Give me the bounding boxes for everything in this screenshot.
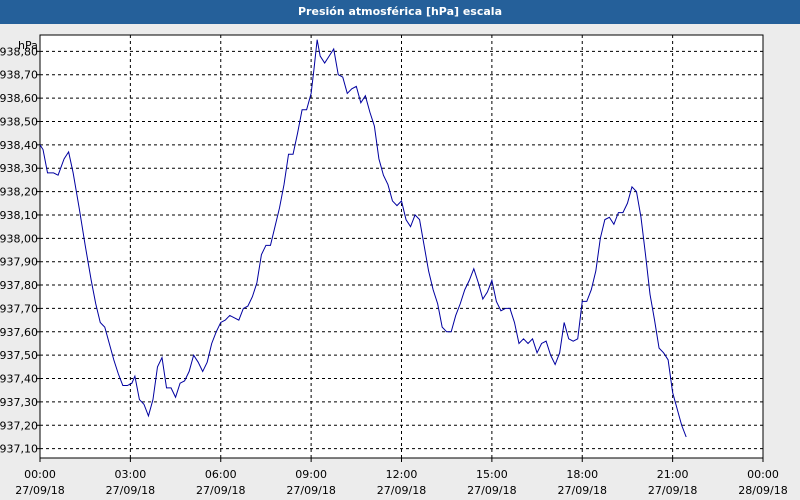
x-tick-date-label: 27/09/18 (648, 484, 697, 497)
y-tick-label: 937,40 (0, 373, 38, 386)
y-tick-label: 938,00 (0, 232, 38, 245)
x-tick-date-label: 27/09/18 (196, 484, 245, 497)
y-tick-label: 937,30 (0, 396, 38, 409)
y-tick-label: 937,90 (0, 256, 38, 269)
x-tick-time-label: 00:00 (747, 468, 779, 481)
x-tick-time-label: 06:00 (205, 468, 237, 481)
y-unit-label: hPa (18, 39, 38, 52)
x-tick-time-label: 18:00 (566, 468, 598, 481)
y-tick-label: 938,50 (0, 115, 38, 128)
series-line-pressure (39, 39, 687, 438)
x-tick-time-label: 12:00 (386, 468, 418, 481)
x-tick-time-label: 15:00 (476, 468, 508, 481)
y-tick-label: 938,20 (0, 186, 38, 199)
series-layer (39, 39, 687, 438)
y-tick-label: 938,60 (0, 92, 38, 105)
x-tick-date-label: 27/09/18 (377, 484, 426, 497)
x-tick-date-label: 27/09/18 (467, 484, 516, 497)
y-tick-label: 938,30 (0, 162, 38, 175)
x-tick-time-label: 09:00 (295, 468, 327, 481)
y-tick-label: 937,50 (0, 349, 38, 362)
x-tick-date-label: 28/09/18 (738, 484, 787, 497)
y-tick-label: 938,10 (0, 209, 38, 222)
y-tick-label: 937,20 (0, 419, 38, 432)
x-tick-time-label: 03:00 (115, 468, 147, 481)
axis-labels: hPa 937,10 937,20 937,30 937,40 937,50 937,60 9… (0, 39, 788, 497)
grid-lines (40, 35, 763, 458)
y-tick-label: 937,60 (0, 326, 38, 339)
y-tick-label: 937,10 (0, 443, 38, 456)
x-tick-time-label: 00:00 (24, 468, 56, 481)
y-tick-label: 937,70 (0, 302, 38, 315)
y-tick-label: 938,40 (0, 139, 38, 152)
chart-title-bar: Presión atmosférica [hPa] escala (0, 0, 800, 24)
y-tick-label: 937,80 (0, 279, 38, 292)
y-tick-label: 938,80 (0, 45, 38, 58)
x-tick-time-label: 21:00 (657, 468, 689, 481)
x-tick-date-label: 27/09/18 (286, 484, 335, 497)
x-tick-date-label: 27/09/18 (106, 484, 155, 497)
x-tick-date-label: 27/09/18 (15, 484, 64, 497)
x-tick-date-label: 27/09/18 (558, 484, 607, 497)
y-tick-label: 938,70 (0, 69, 38, 82)
